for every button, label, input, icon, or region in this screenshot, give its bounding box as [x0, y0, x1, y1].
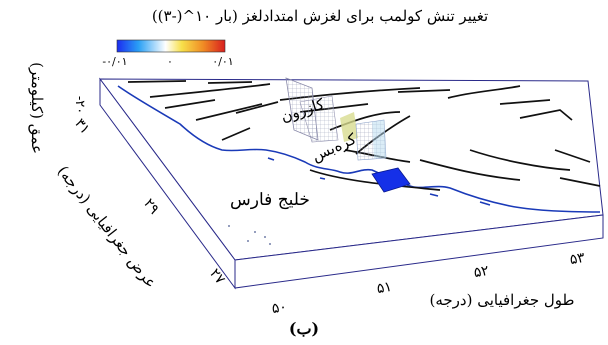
map-box — [99, 77, 604, 290]
place-label-gulf: خلیج فارس — [230, 190, 310, 210]
colorbar-tick-max: ۰/۰۱ — [212, 55, 233, 68]
lat-axis-label: عرض جغرافیایی (درجه) — [54, 162, 160, 291]
depth-axis-label: عمق (کیلومتر) — [28, 62, 46, 154]
panel-label: (ب) — [289, 319, 319, 338]
kazerun-fault-plane — [285, 77, 358, 143]
lon-tick-50: ۵۰ — [271, 299, 289, 317]
lon-tick-52: ۵۲ — [473, 263, 491, 281]
colorbar-title: تغییر تنش کولمب برای لغزش امتدادلغز (بار… — [152, 7, 488, 25]
lat-tick-31: ۳۱ — [71, 116, 93, 138]
lon-tick-51: ۵۱ — [376, 279, 394, 297]
map-front-side — [234, 214, 604, 289]
lon-tick-53: ۵۳ — [569, 250, 587, 268]
colorbar-tick-zero: ۰ — [167, 55, 173, 68]
source-fault-plane — [371, 167, 411, 193]
karehbas-fault-plane — [355, 119, 387, 161]
lon-axis-label: طول جغرافیایی (درجه) — [430, 291, 575, 309]
colorbar-tick-min: -۰/۰۱ — [102, 55, 127, 68]
coastline-islands — [267, 157, 491, 206]
scatter-points — [228, 225, 271, 245]
depth-tick: -۲۰ — [72, 96, 87, 114]
colorbar — [116, 39, 226, 53]
lat-tick-29: ۲۹ — [140, 196, 162, 218]
coastline — [117, 85, 601, 213]
